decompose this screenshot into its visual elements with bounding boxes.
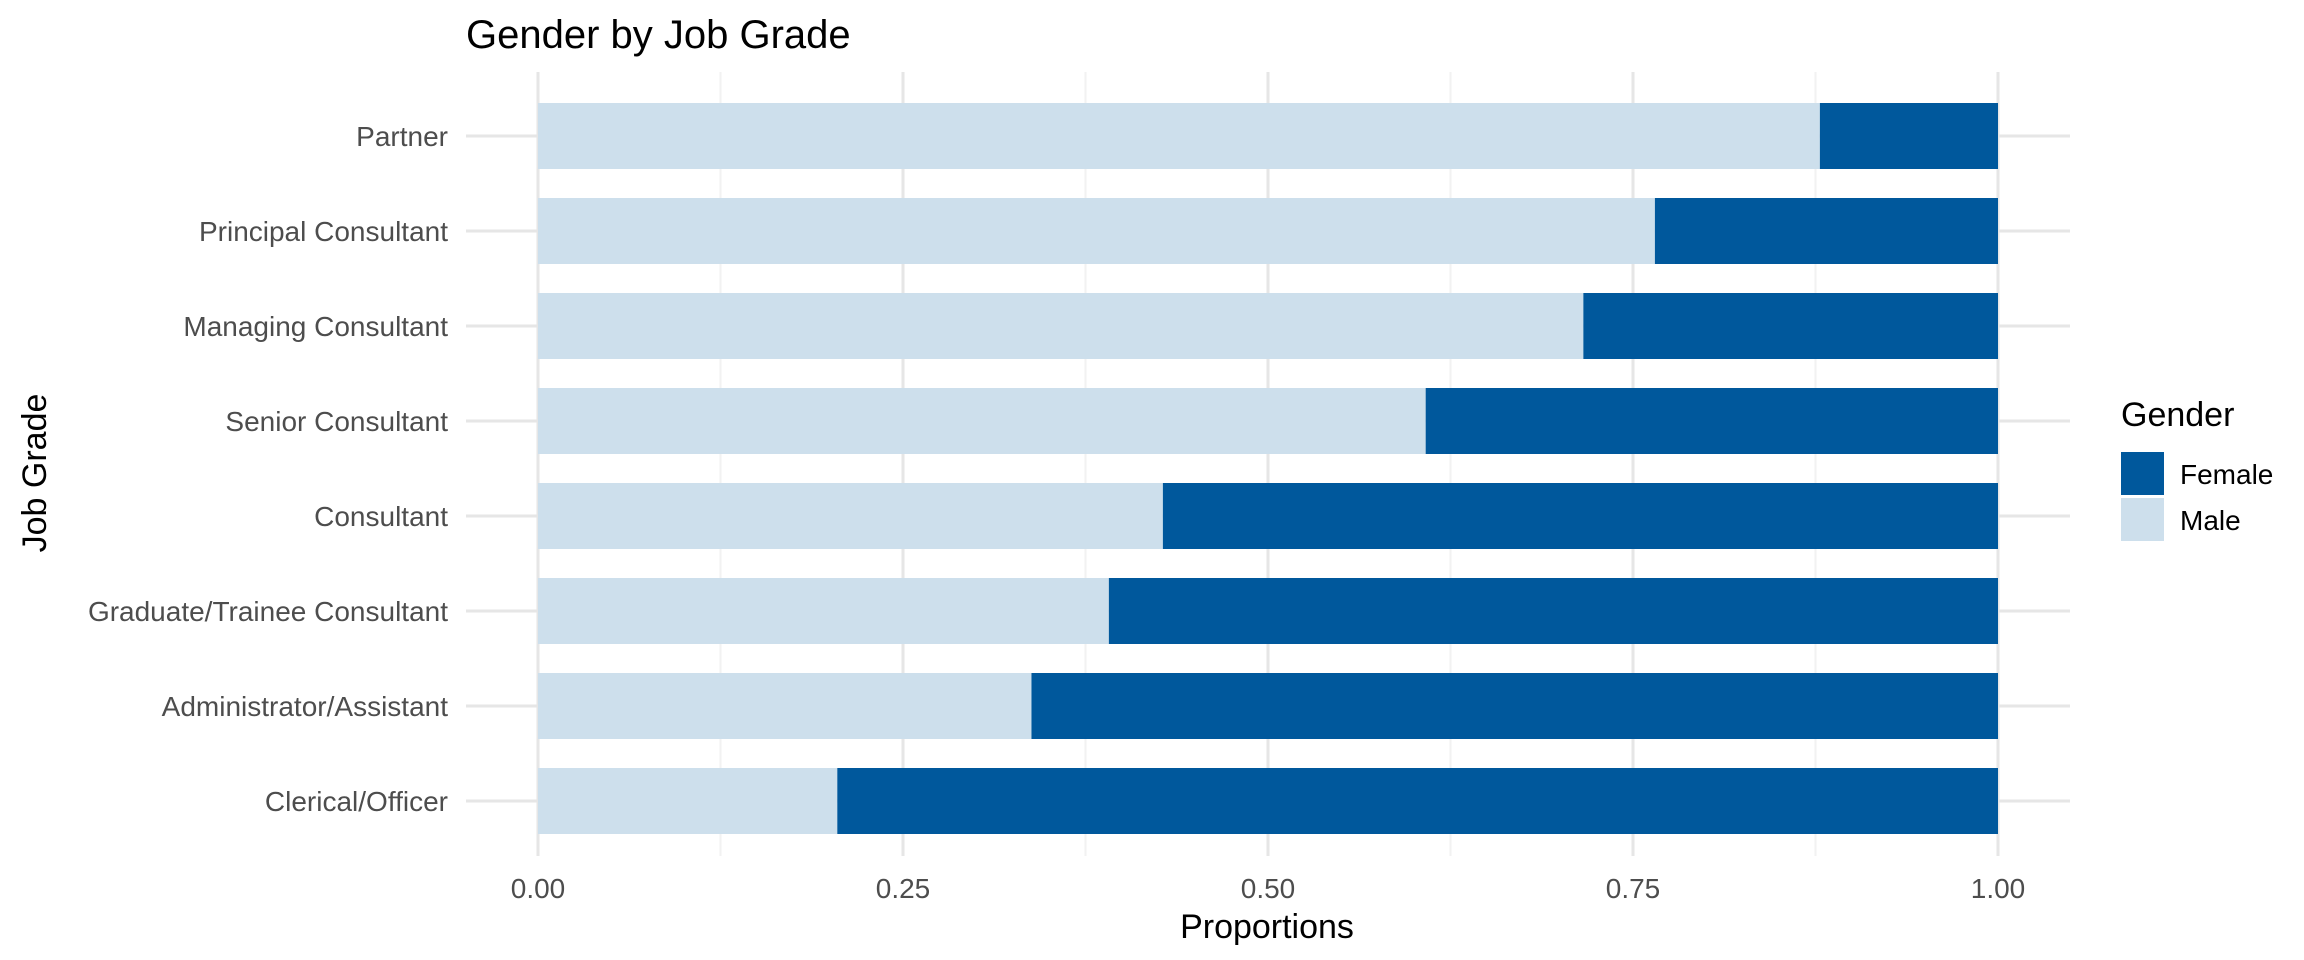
- x-tick-label: 0.75: [1606, 873, 1661, 904]
- y-tick-label: Senior Consultant: [225, 406, 448, 437]
- bar-female: [1654, 198, 1998, 264]
- bar-male: [538, 578, 1109, 644]
- y-tick-label: Administrator/Assistant: [162, 691, 449, 722]
- bar-male: [538, 293, 1584, 359]
- legend-label: Female: [2180, 459, 2273, 490]
- bar-female: [1819, 103, 1998, 169]
- bar-female: [1031, 673, 1998, 739]
- x-tick-labels: 0.00 0.25 0.50 0.75 1.00: [511, 873, 2026, 904]
- bar-male: [538, 483, 1163, 549]
- bar-female: [1583, 293, 1998, 359]
- x-tick-label: 1.00: [1971, 873, 2026, 904]
- bar-female: [1108, 578, 1998, 644]
- bar-male: [538, 768, 838, 834]
- chart-title: Gender by Job Grade: [466, 13, 851, 57]
- y-axis-title: Job Grade: [16, 394, 54, 553]
- bar-female: [837, 768, 1998, 834]
- x-tick-label: 0.25: [876, 873, 931, 904]
- legend-key-female: [2121, 452, 2164, 495]
- y-tick-label: Clerical/Officer: [265, 786, 448, 817]
- bar-female: [1425, 388, 1998, 454]
- bars: [538, 103, 1998, 834]
- legend-title: Gender: [2121, 396, 2234, 434]
- y-tick-labels: Partner Principal Consultant Managing Cons…: [88, 121, 448, 817]
- bar-female: [1162, 483, 1998, 549]
- legend: Gender Female Male: [2121, 396, 2273, 541]
- bar-male: [538, 103, 1820, 169]
- legend-key-male: [2121, 498, 2164, 541]
- x-axis-title: Proportions: [1180, 908, 1354, 946]
- y-tick-label: Partner: [356, 121, 448, 152]
- legend-label: Male: [2180, 505, 2241, 536]
- x-tick-label: 0.00: [511, 873, 566, 904]
- y-tick-label: Principal Consultant: [199, 216, 448, 247]
- bar-male: [538, 388, 1426, 454]
- y-tick-label: Consultant: [314, 501, 448, 532]
- bar-male: [538, 198, 1655, 264]
- y-tick-label: Managing Consultant: [183, 311, 448, 342]
- bar-male: [538, 673, 1032, 739]
- x-tick-label: 0.50: [1241, 873, 1296, 904]
- y-tick-label: Graduate/Trainee Consultant: [88, 596, 448, 627]
